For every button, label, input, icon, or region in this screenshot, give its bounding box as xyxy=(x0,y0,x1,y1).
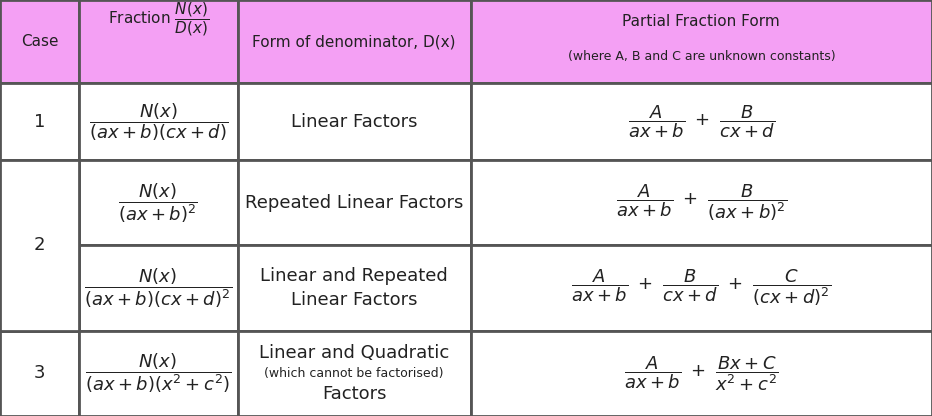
Bar xyxy=(0,331,79,416)
Text: $\dfrac{N(x)}{(ax+b)(x^2+c^2)}$: $\dfrac{N(x)}{(ax+b)(x^2+c^2)}$ xyxy=(85,352,232,395)
Bar xyxy=(0,83,79,160)
Bar xyxy=(238,160,471,245)
Text: $\dfrac{N(x)}{(ax+b)(cx+d)^2}$: $\dfrac{N(x)}{(ax+b)(cx+d)^2}$ xyxy=(85,266,232,310)
Text: 2: 2 xyxy=(34,236,46,255)
Text: Partial Fraction Form: Partial Fraction Form xyxy=(623,14,780,29)
Text: $\dfrac{A}{ax+b}\ +\ \dfrac{B}{cx+d}$: $\dfrac{A}{ax+b}\ +\ \dfrac{B}{cx+d}$ xyxy=(627,103,775,140)
Text: 3: 3 xyxy=(34,364,46,382)
Text: 1: 1 xyxy=(34,113,46,131)
Text: Repeated Linear Factors: Repeated Linear Factors xyxy=(245,194,463,212)
Bar xyxy=(0,160,79,331)
Bar xyxy=(79,245,238,331)
Text: Form of denominator, D(x): Form of denominator, D(x) xyxy=(253,34,456,49)
Text: $\dfrac{A}{ax+b}\ +\ \dfrac{Bx+C}{x^2+c^2}$: $\dfrac{A}{ax+b}\ +\ \dfrac{Bx+C}{x^2+c^… xyxy=(624,354,778,393)
Bar xyxy=(238,83,471,160)
Text: Linear Factors: Linear Factors xyxy=(291,291,418,309)
Bar xyxy=(79,83,238,160)
Bar xyxy=(0,160,79,245)
Text: $\dfrac{A}{ax+b}\ +\ \dfrac{B}{cx+d}\ +\ \dfrac{C}{(cx+d)^2}$: $\dfrac{A}{ax+b}\ +\ \dfrac{B}{cx+d}\ +\… xyxy=(571,268,831,308)
Text: Linear Factors: Linear Factors xyxy=(291,113,418,131)
Text: Factors: Factors xyxy=(322,385,387,403)
Bar xyxy=(79,0,238,83)
Bar xyxy=(79,331,238,416)
Bar xyxy=(471,0,932,83)
Bar xyxy=(238,0,471,83)
Bar xyxy=(238,245,471,331)
Bar xyxy=(471,331,932,416)
Bar xyxy=(0,245,79,331)
Bar xyxy=(79,160,238,245)
Text: Linear and Repeated: Linear and Repeated xyxy=(260,267,448,285)
Text: Case: Case xyxy=(21,34,59,49)
Bar xyxy=(471,83,932,160)
Bar xyxy=(471,160,932,245)
Text: $\dfrac{A}{ax+b}\ +\ \dfrac{B}{(ax+b)^2}$: $\dfrac{A}{ax+b}\ +\ \dfrac{B}{(ax+b)^2}… xyxy=(616,183,787,223)
Bar xyxy=(471,245,932,331)
Text: $\dfrac{N(x)}{(ax+b)^2}$: $\dfrac{N(x)}{(ax+b)^2}$ xyxy=(118,181,199,225)
Bar xyxy=(238,331,471,416)
Text: $\dfrac{N(x)}{(ax+b)(cx+d)}$: $\dfrac{N(x)}{(ax+b)(cx+d)}$ xyxy=(89,101,228,143)
Text: (which cannot be factorised): (which cannot be factorised) xyxy=(265,367,444,380)
Text: Fraction $\dfrac{N(x)}{D(x)}$: Fraction $\dfrac{N(x)}{D(x)}$ xyxy=(108,0,209,37)
Text: (where A, B and C are unknown constants): (where A, B and C are unknown constants) xyxy=(568,50,835,63)
Bar xyxy=(0,0,79,83)
Text: Linear and Quadratic: Linear and Quadratic xyxy=(259,344,449,362)
